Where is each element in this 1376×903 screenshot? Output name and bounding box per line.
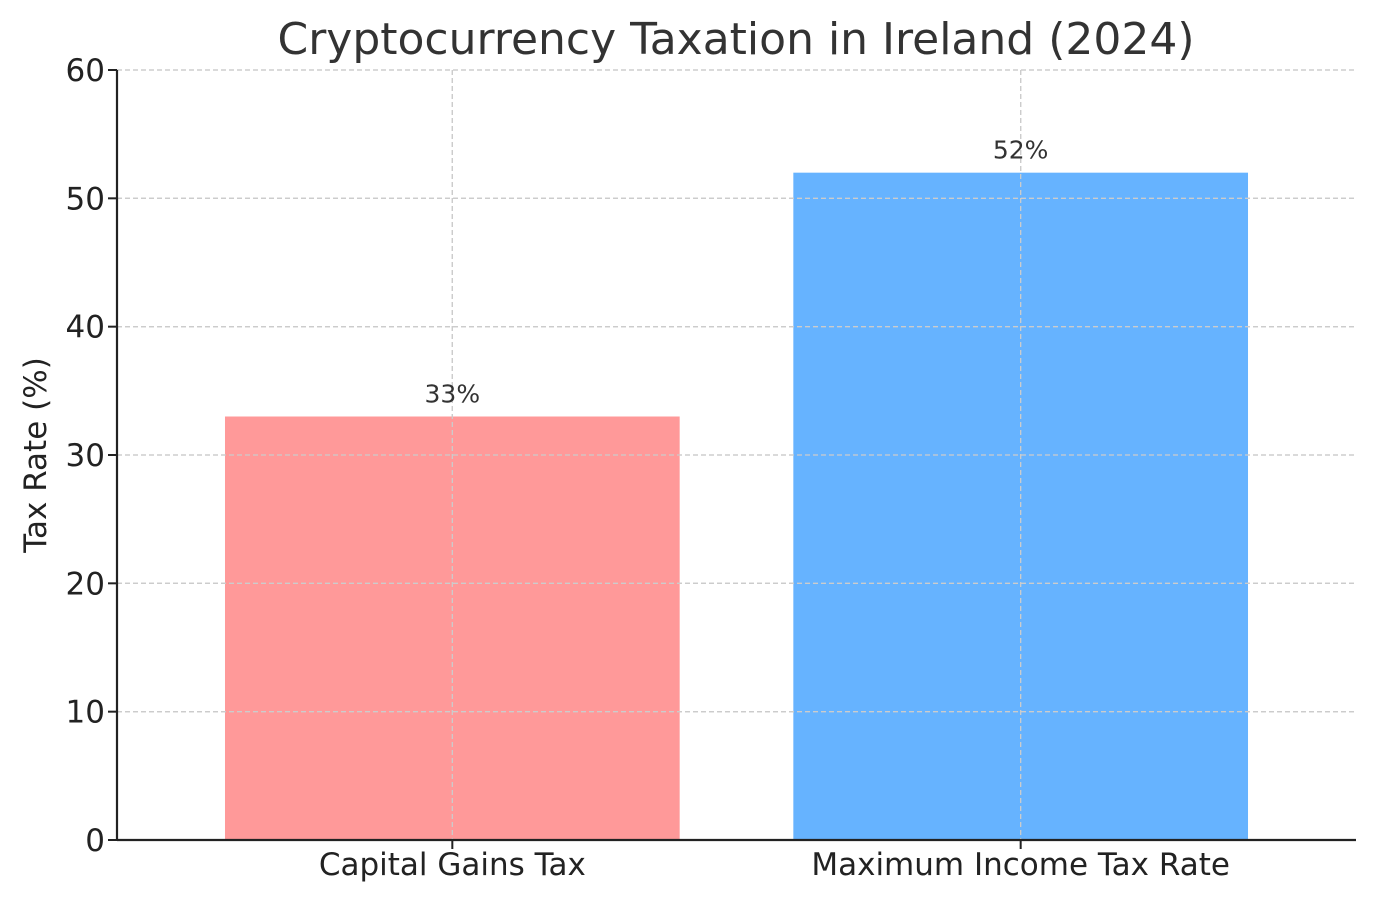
x-tick-label: Capital Gains Tax — [319, 847, 586, 883]
y-axis-label: Tax Rate (%) — [18, 357, 54, 554]
y-tick-label: 30 — [66, 438, 105, 474]
bars — [117, 69, 1356, 840]
chart-title: Cryptocurrency Taxation in Ireland (2024… — [277, 14, 1194, 65]
y-tick-label: 40 — [66, 310, 105, 346]
labels: 0 10 20 30 40 50 60 Capital Gains Tax Maximum In… — [66, 53, 1230, 883]
y-tick-label: 20 — [66, 566, 105, 602]
bar-value-label: 33% — [425, 380, 481, 409]
y-tick-label: 10 — [66, 695, 105, 731]
bar-value-label: 52% — [993, 136, 1049, 165]
y-tick-label: 60 — [66, 53, 105, 89]
axes — [108, 69, 1356, 849]
y-tick-label: 0 — [85, 823, 105, 859]
y-tick-label: 50 — [66, 181, 105, 217]
x-tick-label: Maximum Income Tax Rate — [811, 847, 1230, 883]
